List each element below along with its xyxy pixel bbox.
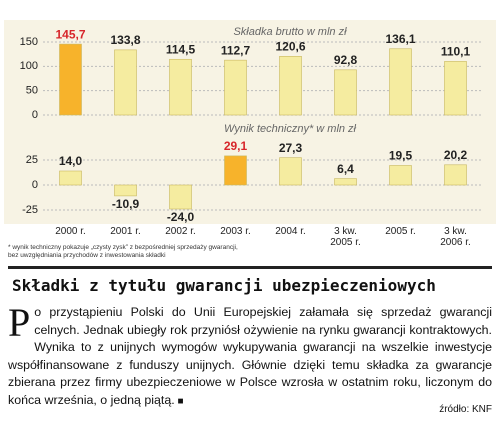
y-tick-label: 0 <box>32 179 38 191</box>
bar <box>224 59 247 116</box>
bar <box>444 164 467 186</box>
x-tick-label: 2002 r. <box>165 226 196 237</box>
chart: Składka brutto w mln zł Wynik techniczny… <box>4 20 496 224</box>
y-tick-label: 25 <box>26 154 38 166</box>
chart-title: Wynik techniczny* w mln zł <box>224 123 357 135</box>
value-label: 29,1 <box>224 139 248 153</box>
bar <box>169 184 192 210</box>
value-label: -10,9 <box>112 197 140 211</box>
footnote-line: bez uwzględniania przychodów z inwestowa… <box>8 252 166 259</box>
body-text: Po przystąpieniu Polski do Unii Europejs… <box>8 300 492 411</box>
x-tick-label: 2003 r. <box>220 226 251 237</box>
x-tick-label: 2001 r. <box>110 226 141 237</box>
bar <box>334 69 357 116</box>
bar <box>169 58 192 116</box>
value-label: 120,6 <box>275 39 305 53</box>
value-label: 6,4 <box>337 162 354 176</box>
y-tick-label: -25 <box>22 204 38 216</box>
value-label: 110,1 <box>441 45 471 59</box>
bar <box>279 157 302 186</box>
bar <box>389 165 412 186</box>
x-tick-label: 3 kw. 2006 r. <box>440 226 471 248</box>
bar <box>334 178 357 186</box>
x-tick-label: 3 kw. 2005 r. <box>330 226 361 248</box>
headline: Składki z tytułu gwarancji ubezpieczenio… <box>12 276 436 295</box>
value-label: 27,3 <box>279 141 303 155</box>
y-tick-label: 50 <box>26 85 38 97</box>
footnote-line: * wynik techniczny pokazuje „czysty zysk… <box>8 244 238 251</box>
value-label: 114,5 <box>166 42 196 56</box>
value-label: 145,7 <box>55 27 85 41</box>
bar <box>279 56 302 116</box>
value-label: 92,8 <box>334 53 358 67</box>
bar <box>389 48 412 116</box>
bar <box>224 155 247 186</box>
bar <box>59 43 82 116</box>
y-tick-label: 150 <box>20 36 38 48</box>
value-label: 112,7 <box>221 43 251 57</box>
y-tick-label: 100 <box>20 60 38 72</box>
value-label: 133,8 <box>110 33 140 47</box>
footnote: * wynik techniczny pokazuje „czysty zysk… <box>8 244 238 260</box>
separator <box>8 266 492 269</box>
chart-title: Składka brutto w mln zł <box>233 26 347 38</box>
value-label: 19,5 <box>389 149 413 163</box>
value-label: 136,1 <box>385 32 415 46</box>
x-tick-label: 2004 r. <box>275 226 306 237</box>
bar <box>444 61 467 116</box>
bar <box>59 170 82 186</box>
x-tick-label: 2000 r. <box>55 226 86 237</box>
x-tick-label: 2005 r. <box>385 226 416 237</box>
chart-background <box>4 20 496 224</box>
value-label: 14,0 <box>59 154 83 168</box>
bar <box>114 184 137 197</box>
bar <box>114 49 137 116</box>
value-label: 20,2 <box>444 148 468 162</box>
y-tick-label: 0 <box>32 109 38 121</box>
value-label: -24,0 <box>167 210 195 224</box>
source: źródło: KNF <box>439 404 492 415</box>
